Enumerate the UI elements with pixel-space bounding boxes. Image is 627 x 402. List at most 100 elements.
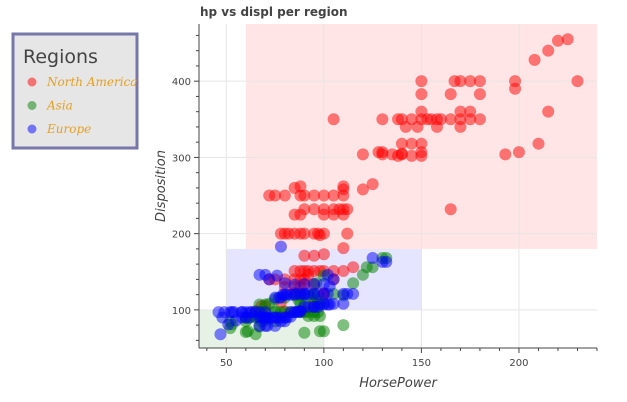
point-north-america — [448, 75, 461, 88]
point-north-america — [405, 149, 418, 162]
ticks: 50 100 150 200 100 200 300 400 — [172, 34, 598, 369]
point-europe — [294, 305, 307, 318]
point-europe — [298, 277, 311, 290]
legend-swatch-europe — [27, 124, 37, 134]
point-north-america — [327, 189, 340, 202]
point-north-america — [542, 105, 555, 118]
point-north-america — [337, 242, 350, 255]
point-north-america — [337, 208, 350, 221]
point-europe — [243, 311, 256, 324]
x-tick-label: 200 — [509, 358, 528, 369]
point-europe — [366, 252, 379, 265]
point-north-america — [313, 229, 326, 242]
data-points — [212, 33, 584, 341]
point-north-america — [337, 265, 350, 278]
legend-label: Asia — [46, 99, 73, 113]
y-axis-title: Disposition — [154, 150, 169, 222]
point-north-america — [327, 208, 340, 221]
point-north-america — [337, 189, 350, 202]
point-north-america — [395, 137, 408, 150]
point-north-america — [288, 208, 301, 221]
x-tick-label: 50 — [220, 358, 233, 369]
point-north-america — [551, 34, 564, 47]
point-europe — [253, 268, 266, 281]
legend-items: North America Asia Europe — [27, 75, 137, 136]
point-north-america — [473, 88, 486, 101]
point-north-america — [499, 148, 512, 161]
x-tick-label: 150 — [412, 358, 431, 369]
point-north-america — [263, 189, 276, 202]
point-north-america — [528, 53, 541, 66]
legend: Regions North America Asia Europe — [11, 32, 139, 150]
point-north-america — [464, 113, 477, 126]
point-europe — [288, 278, 301, 291]
point-europe — [337, 297, 350, 310]
y-tick-label: 400 — [172, 77, 191, 88]
point-europe — [259, 306, 272, 319]
point-europe — [317, 277, 330, 290]
point-europe — [327, 273, 340, 286]
point-north-america — [376, 146, 389, 159]
x-axis-title: HorsePower — [359, 376, 438, 391]
point-europe — [308, 277, 321, 290]
point-europe — [271, 269, 284, 282]
point-north-america — [399, 120, 412, 133]
y-tick-label: 200 — [172, 230, 191, 241]
point-europe — [274, 240, 287, 253]
point-north-america — [512, 146, 525, 159]
point-north-america — [347, 261, 360, 274]
point-north-america — [473, 75, 486, 88]
point-north-america — [308, 249, 321, 262]
point-europe — [308, 300, 321, 313]
point-north-america — [327, 113, 340, 126]
chart-title: hp vs displ per region — [200, 5, 348, 19]
point-north-america — [278, 189, 291, 202]
point-north-america — [317, 208, 330, 221]
point-north-america — [298, 249, 311, 262]
point-north-america — [561, 33, 574, 46]
point-asia — [347, 277, 360, 290]
point-north-america — [444, 113, 457, 126]
point-europe — [327, 297, 340, 310]
y-tick-label: 300 — [172, 153, 191, 164]
point-north-america — [298, 227, 311, 240]
y-tick-label: 100 — [172, 306, 191, 317]
point-asia — [337, 319, 350, 332]
point-europe — [298, 288, 311, 301]
point-north-america — [444, 203, 457, 216]
point-north-america — [341, 227, 354, 240]
point-asia — [366, 261, 379, 274]
point-north-america — [473, 113, 486, 126]
point-north-america — [532, 137, 545, 150]
x-tick-label: 100 — [314, 358, 333, 369]
point-north-america — [288, 181, 301, 194]
point-europe — [284, 310, 297, 323]
point-europe — [380, 255, 393, 268]
legend-swatch-north-america — [27, 77, 37, 87]
point-north-america — [509, 82, 522, 95]
point-north-america — [411, 120, 424, 133]
legend-swatch-asia — [27, 101, 37, 110]
point-north-america — [317, 189, 330, 202]
point-north-america — [405, 137, 418, 150]
point-asia — [313, 325, 326, 338]
point-north-america — [454, 120, 467, 133]
point-north-america — [356, 183, 369, 196]
point-north-america — [542, 44, 555, 57]
point-north-america — [415, 88, 428, 101]
point-north-america — [415, 75, 428, 88]
point-north-america — [431, 120, 444, 133]
point-north-america — [415, 149, 428, 162]
point-north-america — [464, 75, 477, 88]
point-north-america — [571, 75, 584, 88]
legend-label: North America — [46, 75, 137, 89]
point-europe — [214, 328, 227, 341]
point-europe — [347, 287, 360, 300]
point-north-america — [366, 178, 379, 191]
point-north-america — [317, 248, 330, 261]
point-north-america — [274, 227, 287, 240]
point-north-america — [308, 203, 321, 216]
point-north-america — [395, 147, 408, 160]
point-europe — [278, 277, 291, 290]
